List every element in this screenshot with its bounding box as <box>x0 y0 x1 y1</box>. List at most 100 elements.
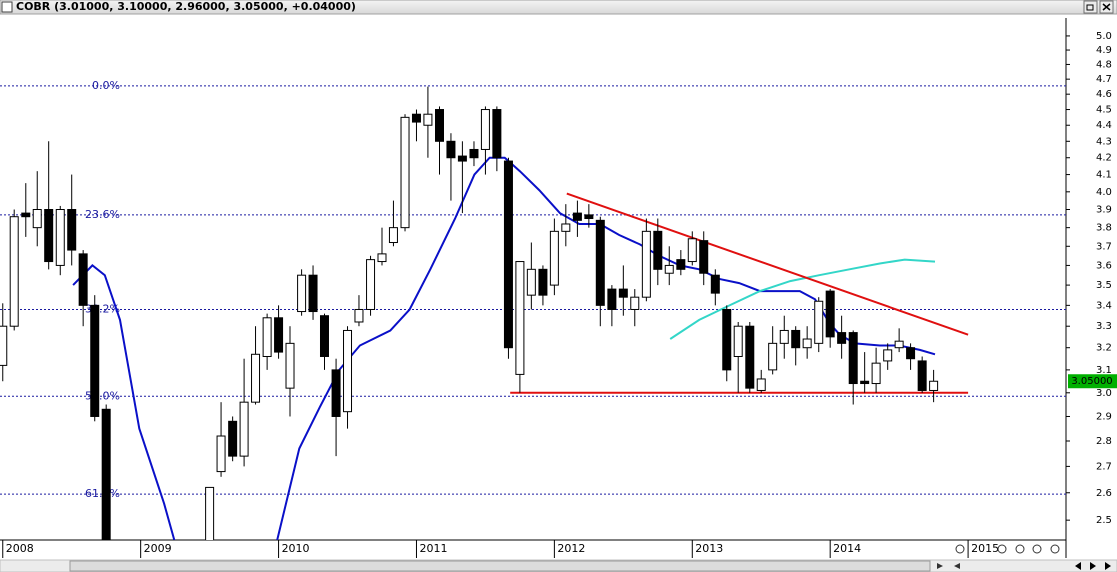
candle-body <box>377 253 387 263</box>
candle-body <box>366 259 376 310</box>
y-tick-label: 4.8 <box>1096 59 1112 70</box>
candle-body <box>779 329 789 344</box>
y-tick-label: 2.7 <box>1096 461 1112 472</box>
scrollbar <box>0 559 1117 572</box>
y-tick-label: 3.2 <box>1096 343 1112 354</box>
candle-body <box>860 380 870 385</box>
toolbar <box>955 544 1060 554</box>
axes: 2.5 2.6 2.7 2.8 2.9 3.0 3.1 3.2 3.3 3.4 3.5 3.6 3.7 3… <box>2 31 1117 558</box>
x-tick-label: 2011 <box>419 542 447 555</box>
title-bar <box>0 0 1117 15</box>
zoom-icon[interactable] <box>1032 544 1042 554</box>
y-tick-label: 3.6 <box>1096 260 1112 271</box>
restore-button[interactable] <box>1083 0 1098 14</box>
candle-body <box>664 264 674 274</box>
candle-body <box>457 155 467 162</box>
candle-body <box>67 209 77 251</box>
candle-body <box>308 274 318 313</box>
candle-body <box>469 148 479 159</box>
candle-body <box>388 227 398 244</box>
y-tick-label: 4.6 <box>1096 89 1112 100</box>
candle-body <box>55 209 65 266</box>
candle-body <box>871 362 881 385</box>
y-tick-label: 2.8 <box>1096 436 1112 447</box>
candle-body <box>239 401 249 457</box>
y-tick-label: 3.8 <box>1096 223 1112 234</box>
candle-body <box>745 325 755 389</box>
y-tick-label: 4.7 <box>1096 74 1112 85</box>
plot-area: 0.0%23.6%38.2%50.0%61.8% <box>0 79 1066 540</box>
y-tick-label: 4.4 <box>1096 120 1112 131</box>
y-tick-label: 5.0 <box>1096 31 1112 42</box>
scroll-thumb[interactable] <box>69 560 931 572</box>
scroll-right[interactable] <box>937 563 943 569</box>
candle-body <box>480 109 490 150</box>
candle-body <box>354 308 364 323</box>
y-tick-label: 4.2 <box>1096 153 1112 164</box>
y-tick-label: 3.0 <box>1096 388 1112 399</box>
candle-body <box>78 253 88 306</box>
candle-body <box>205 486 215 540</box>
candle-body <box>722 308 732 371</box>
candle-body <box>814 300 824 344</box>
nav-right[interactable] <box>1090 562 1096 570</box>
window-icon <box>1 1 13 13</box>
candle-body <box>653 230 663 270</box>
candle-body <box>676 259 686 270</box>
candle-body <box>791 329 801 349</box>
candle-body <box>894 340 904 349</box>
y-tick-label: 3.1 <box>1096 365 1112 376</box>
overlay-line <box>566 192 969 336</box>
last-price-label: 3.05000 <box>1071 376 1112 387</box>
x-tick-label: 2009 <box>144 542 172 555</box>
candle-body <box>435 109 445 142</box>
last-price-box <box>1068 374 1117 389</box>
scroll-left[interactable] <box>954 563 960 569</box>
nav-left[interactable] <box>1075 562 1081 570</box>
nav-end[interactable] <box>1105 562 1111 570</box>
candle-body <box>343 329 353 413</box>
candle-body <box>607 288 617 310</box>
zoom-reset-icon[interactable] <box>1050 544 1060 554</box>
candle-body <box>492 109 502 159</box>
candle-body <box>848 332 858 385</box>
candle-body <box>549 230 559 286</box>
candle-body <box>400 116 410 229</box>
overlay-line <box>72 156 936 540</box>
candle-body <box>262 317 272 357</box>
y-tick-label: 4.5 <box>1096 105 1112 116</box>
candle-body <box>929 380 939 391</box>
refresh-icon[interactable] <box>955 544 965 554</box>
candle-body <box>630 296 640 310</box>
candle-body <box>618 288 628 298</box>
candle-body <box>526 268 536 296</box>
y-tick-label: 4.9 <box>1096 45 1112 56</box>
candle-body <box>297 274 307 313</box>
y-tick-label: 3.9 <box>1096 205 1112 216</box>
candle-body <box>641 230 651 298</box>
candle-body <box>216 435 226 473</box>
y-tick-label: 2.5 <box>1096 515 1112 526</box>
candle-body <box>319 315 329 357</box>
candle-body <box>837 332 847 344</box>
fib-label: 23.6% <box>85 208 120 221</box>
candle-body <box>32 209 42 229</box>
y-tick-label: 4.0 <box>1096 187 1112 198</box>
zoom-out-icon[interactable] <box>1015 544 1025 554</box>
candle-body <box>768 342 778 371</box>
candle-body <box>699 240 709 274</box>
candle-body <box>710 274 720 294</box>
candle-body <box>101 408 111 540</box>
candle-body <box>285 342 295 389</box>
x-tick-label: 2015 <box>971 542 999 555</box>
window-title: COBR (3.01000, 3.10000, 2.96000, 3.05000… <box>16 0 356 13</box>
y-tick-label: 4.1 <box>1096 170 1112 181</box>
close-icon <box>1102 3 1111 11</box>
candle-body <box>584 214 594 220</box>
y-tick-label: 2.6 <box>1096 488 1112 499</box>
zoom-in-icon[interactable] <box>997 544 1007 554</box>
candle-body <box>411 113 421 123</box>
candle-body <box>0 325 8 366</box>
